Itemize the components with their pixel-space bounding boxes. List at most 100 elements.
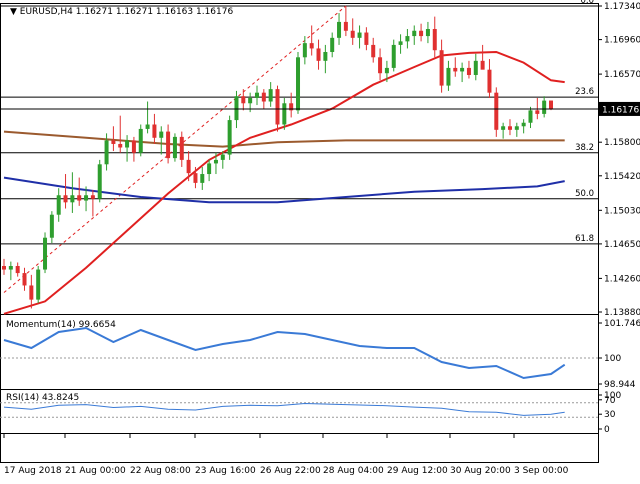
- candle-body: [357, 32, 362, 38]
- momentum-axis-label: 100: [604, 354, 621, 364]
- chart-frame: [0, 3, 599, 463]
- candle-body: [528, 110, 533, 123]
- candle-body: [501, 126, 506, 130]
- candle-body: [425, 28, 430, 37]
- candle-body: [186, 159, 191, 174]
- candle-body: [289, 103, 294, 111]
- candle-body: [487, 69, 492, 93]
- candle-body: [323, 51, 328, 61]
- time-axis-label: 21 Aug 00:00: [65, 466, 126, 476]
- candle-body: [36, 269, 41, 300]
- chart-header: ▼ EURUSD,H4 1.16271 1.16271 1.16163 1.16…: [10, 7, 233, 17]
- candle-body: [49, 214, 54, 238]
- momentum-line: [3, 326, 566, 380]
- candle-body: [131, 140, 136, 153]
- candle-body: [241, 96, 246, 104]
- candle-body: [200, 174, 205, 183]
- candle-body: [77, 195, 82, 201]
- time-axis-label: 23 Aug 16:00: [195, 466, 256, 476]
- last-price-badge: [598, 101, 640, 116]
- candle-body: [152, 124, 157, 138]
- candle-body: [419, 30, 424, 37]
- candle-body: [453, 67, 458, 72]
- time-axis-label: 22 Aug 08:00: [130, 466, 191, 476]
- rsi-axis-label: 100: [604, 391, 621, 401]
- candle-body: [439, 50, 444, 86]
- candle-body: [398, 41, 403, 45]
- candle-body: [90, 195, 95, 199]
- candle-body: [97, 164, 102, 199]
- candle-body: [166, 131, 171, 159]
- candle-body: [330, 37, 335, 52]
- rsi-line: [3, 402, 565, 416]
- fib-level-label: 50.0: [575, 189, 594, 199]
- candle-body: [56, 195, 61, 215]
- price-axis-label: 1.16960: [604, 36, 640, 46]
- candle-body: [384, 67, 389, 74]
- candle-body: [337, 21, 342, 38]
- candle-body: [480, 60, 485, 70]
- price-axis-label: 1.15420: [604, 172, 640, 182]
- time-axis-label: 29 Aug 12:00: [387, 466, 448, 476]
- candle-body: [412, 30, 417, 37]
- price-axis-label: 1.14260: [604, 274, 640, 284]
- candle-body: [302, 43, 307, 58]
- candle-body: [316, 48, 321, 61]
- candle-body: [446, 67, 451, 86]
- candle-body: [138, 128, 143, 153]
- candle-body: [254, 92, 259, 98]
- rsi-title: RSI(14) 43.8245: [6, 393, 79, 403]
- candle-body: [549, 100, 553, 109]
- candle-body: [343, 21, 348, 31]
- price-axis-label: 1.13880: [604, 308, 640, 318]
- candle-body: [473, 60, 478, 75]
- time-axis-label: 3 Sep 00:00: [514, 466, 569, 476]
- candle-body: [282, 103, 287, 125]
- candle-body: [507, 126, 512, 130]
- price-axis-label: 1.17340: [604, 2, 640, 12]
- candle-body: [466, 67, 471, 75]
- momentum-title: Momentum(14) 99.6654: [6, 320, 116, 330]
- candle-body: [172, 136, 177, 159]
- candle-body: [378, 57, 383, 74]
- candle-body: [535, 110, 540, 114]
- candle-body: [296, 57, 301, 111]
- last-price-value: 1.16176: [602, 105, 639, 115]
- candle-body: [234, 96, 239, 121]
- candle-body: [405, 36, 410, 42]
- candle-body: [22, 273, 27, 286]
- candle-body: [268, 89, 273, 102]
- price-axis-label: 1.16570: [604, 70, 640, 80]
- candle-body: [63, 195, 68, 203]
- candle-body: [145, 124, 150, 129]
- candle-body: [70, 195, 75, 203]
- candle-body: [125, 140, 130, 148]
- time-axis-label: 26 Aug 22:00: [260, 466, 321, 476]
- sma200-line: [3, 176, 565, 204]
- sma20-line: [3, 50, 565, 315]
- candle-body: [227, 120, 232, 155]
- candle-body: [179, 136, 184, 160]
- rsi-axis-label: 0: [604, 425, 610, 435]
- price-axis-label: 1.15030: [604, 206, 640, 216]
- candle-body: [111, 140, 116, 144]
- candle-body: [371, 44, 376, 58]
- candle-body: [309, 43, 314, 49]
- candle-body: [494, 92, 499, 130]
- candle-body: [350, 30, 355, 38]
- candle-body: [104, 140, 109, 165]
- candle-body: [220, 154, 225, 160]
- candle-body: [248, 97, 253, 104]
- candle-body: [261, 92, 266, 102]
- candle-body: [207, 163, 212, 175]
- candle-body: [84, 195, 89, 201]
- candle-body: [213, 159, 218, 164]
- time-axis-label: 17 Aug 2018: [4, 466, 62, 476]
- candle-body: [521, 122, 526, 127]
- candle-body: [43, 237, 48, 270]
- time-axis-label: 28 Aug 04:00: [323, 466, 384, 476]
- fib-level-label: 61.8: [575, 234, 594, 244]
- candle-body: [391, 44, 396, 68]
